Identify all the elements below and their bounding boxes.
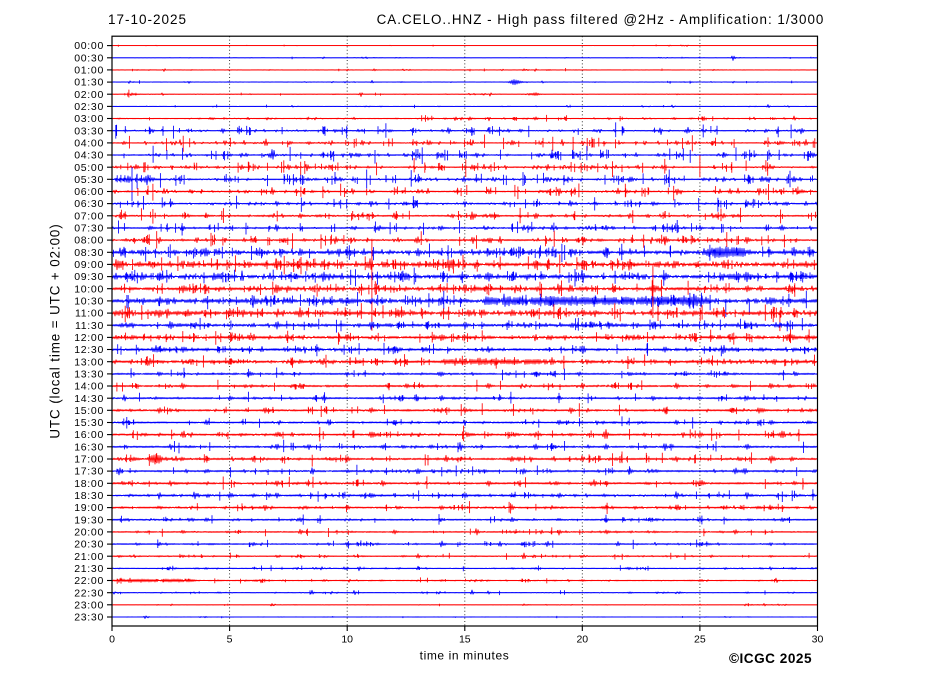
svg-text:18:00: 18:00 bbox=[74, 478, 104, 490]
svg-text:10: 10 bbox=[341, 634, 353, 646]
svg-text:12:30: 12:30 bbox=[74, 344, 104, 356]
svg-text:0: 0 bbox=[109, 634, 115, 646]
svg-text:14:30: 14:30 bbox=[74, 393, 104, 405]
svg-text:04:30: 04:30 bbox=[74, 150, 104, 162]
svg-text:03:30: 03:30 bbox=[74, 125, 104, 137]
svg-text:00:30: 00:30 bbox=[74, 52, 104, 64]
svg-text:07:30: 07:30 bbox=[74, 223, 104, 235]
svg-text:5: 5 bbox=[227, 634, 233, 646]
svg-text:01:00: 01:00 bbox=[74, 65, 104, 77]
svg-text:17-10-2025: 17-10-2025 bbox=[108, 12, 187, 27]
svg-text:10:30: 10:30 bbox=[74, 296, 104, 308]
svg-text:16:00: 16:00 bbox=[74, 429, 104, 441]
svg-text:05:30: 05:30 bbox=[74, 174, 104, 186]
svg-text:04:00: 04:00 bbox=[74, 138, 104, 150]
svg-text:CA.CELO..HNZ - High pass filte: CA.CELO..HNZ - High pass filtered @2Hz -… bbox=[377, 12, 825, 27]
svg-text:19:30: 19:30 bbox=[74, 514, 104, 526]
svg-text:11:30: 11:30 bbox=[75, 320, 104, 332]
svg-text:00:00: 00:00 bbox=[74, 40, 104, 52]
svg-text:17:30: 17:30 bbox=[74, 466, 104, 478]
svg-text:11:00: 11:00 bbox=[75, 308, 104, 320]
svg-text:12:00: 12:00 bbox=[74, 332, 104, 344]
svg-text:25: 25 bbox=[694, 634, 706, 646]
svg-text:20:30: 20:30 bbox=[74, 539, 104, 551]
svg-text:13:30: 13:30 bbox=[74, 369, 104, 381]
svg-text:03:00: 03:00 bbox=[74, 113, 104, 125]
svg-text:19:00: 19:00 bbox=[74, 502, 104, 514]
svg-text:15:00: 15:00 bbox=[74, 405, 104, 417]
svg-text:©ICGC 2025: ©ICGC 2025 bbox=[729, 651, 812, 666]
svg-text:18:30: 18:30 bbox=[74, 490, 104, 502]
svg-text:20: 20 bbox=[576, 634, 588, 646]
svg-text:08:00: 08:00 bbox=[74, 235, 104, 247]
svg-text:23:30: 23:30 bbox=[74, 612, 104, 624]
svg-text:22:00: 22:00 bbox=[74, 575, 104, 587]
svg-text:07:00: 07:00 bbox=[74, 210, 104, 222]
svg-text:22:30: 22:30 bbox=[74, 587, 104, 599]
svg-text:10:00: 10:00 bbox=[74, 283, 104, 295]
svg-text:06:30: 06:30 bbox=[74, 198, 104, 210]
svg-text:UTC (local time = UTC + 02:00): UTC (local time = UTC + 02:00) bbox=[48, 223, 63, 438]
svg-text:15: 15 bbox=[459, 634, 471, 646]
svg-text:14:00: 14:00 bbox=[74, 381, 104, 393]
svg-text:02:30: 02:30 bbox=[74, 101, 104, 113]
svg-text:05:00: 05:00 bbox=[74, 162, 104, 174]
svg-text:09:30: 09:30 bbox=[74, 271, 104, 283]
svg-text:23:00: 23:00 bbox=[74, 599, 104, 611]
svg-text:13:00: 13:00 bbox=[74, 356, 104, 368]
svg-text:17:00: 17:00 bbox=[74, 454, 104, 466]
svg-text:06:00: 06:00 bbox=[74, 186, 104, 198]
svg-text:16:30: 16:30 bbox=[74, 441, 104, 453]
svg-text:21:00: 21:00 bbox=[74, 551, 104, 563]
svg-text:08:30: 08:30 bbox=[74, 247, 104, 259]
svg-text:30: 30 bbox=[812, 634, 824, 646]
svg-text:20:00: 20:00 bbox=[74, 527, 104, 539]
svg-text:21:30: 21:30 bbox=[74, 563, 104, 575]
svg-text:15:30: 15:30 bbox=[74, 417, 104, 429]
svg-text:time in minutes: time in minutes bbox=[420, 649, 510, 663]
svg-text:02:00: 02:00 bbox=[74, 89, 104, 101]
svg-text:09:00: 09:00 bbox=[74, 259, 104, 271]
svg-text:01:30: 01:30 bbox=[74, 77, 104, 89]
